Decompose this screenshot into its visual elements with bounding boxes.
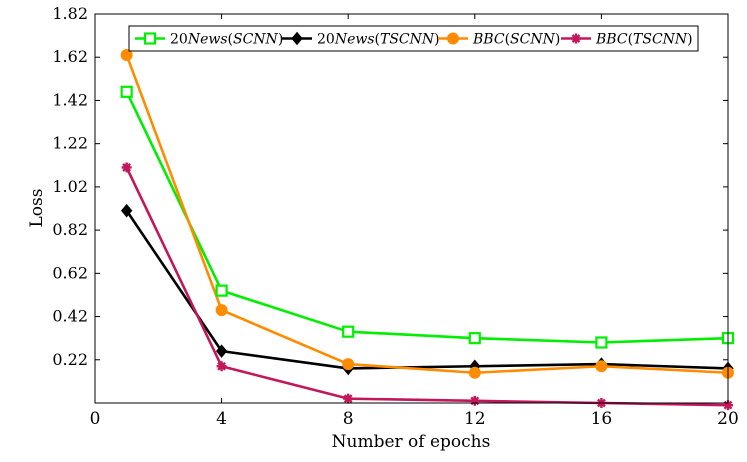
series-line	[125, 54, 729, 375]
y-tick-label: 1.22	[52, 134, 88, 153]
x-tick-label: 4	[216, 409, 227, 429]
legend-marker	[291, 31, 303, 46]
plot-frame	[94, 13, 729, 404]
legend-marker	[143, 32, 157, 45]
x-tick-label: 12	[464, 409, 486, 429]
series-lines	[125, 54, 729, 407]
data-point	[215, 344, 228, 358]
series-markers	[120, 49, 735, 411]
legend-marker	[447, 32, 459, 45]
data-point	[595, 360, 608, 373]
star-stroke	[571, 34, 581, 43]
y-tick-label: 0.42	[52, 307, 88, 326]
x-tick-label: 20	[717, 409, 739, 429]
x-axis-label: Number of epochs	[332, 432, 491, 452]
legend: 20News(SCNN) 20News(TSCNN) BBC(SCNN) BBC(TS…	[128, 25, 699, 52]
y-tick-label: 1.02	[52, 177, 88, 196]
data-point	[468, 332, 481, 345]
legend-label: 20News(SCNN)	[170, 32, 283, 48]
x-tick-label: 8	[343, 409, 354, 429]
y-tick-label: 1.42	[52, 90, 88, 109]
legend-label: BBC(TSCNN)	[595, 32, 693, 48]
x-tick-label: 0	[90, 409, 101, 429]
y-tick-label: 1.82	[52, 4, 88, 23]
data-point	[343, 393, 354, 404]
y-tick-label: 0.82	[52, 220, 88, 239]
data-point	[215, 284, 228, 297]
y-tick-label: 0.22	[52, 350, 88, 369]
data-point	[342, 358, 355, 371]
data-point	[595, 336, 608, 349]
legend-label: 20News(TSCNN)	[317, 32, 440, 48]
x-tick-label: 16	[591, 409, 613, 429]
data-point	[216, 361, 227, 372]
y-tick-label: 0.62	[52, 263, 88, 282]
y-axis-label: Loss	[27, 189, 47, 228]
series-line	[125, 91, 729, 344]
star-stroke	[343, 394, 353, 404]
axis-ticks: 0 4 8 12 16 20 0.22 0.42 0.62 0.82 1.02 1.22 1.42 1.6…	[52, 4, 738, 429]
star-stroke	[122, 163, 132, 172]
legend-marker	[571, 33, 581, 44]
data-point	[342, 325, 355, 338]
data-point	[121, 162, 132, 173]
data-point	[120, 49, 133, 62]
data-point	[469, 395, 480, 406]
data-point	[120, 85, 133, 98]
star-stroke	[217, 361, 226, 371]
data-point	[468, 366, 481, 379]
legend-box	[128, 25, 699, 52]
y-tick-label: 1.62	[52, 47, 88, 66]
star-stroke	[723, 400, 733, 410]
data-point	[120, 203, 133, 218]
legend-label: BBC(SCNN)	[472, 32, 560, 48]
data-point	[215, 304, 228, 317]
